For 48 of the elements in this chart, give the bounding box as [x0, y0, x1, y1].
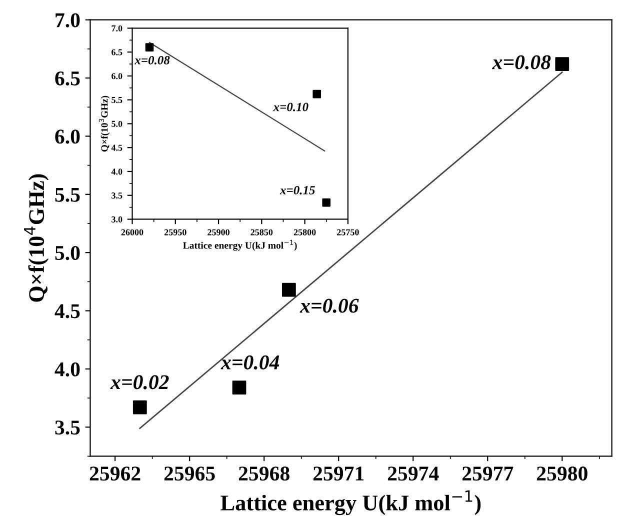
point: [322, 198, 331, 207]
point: [145, 43, 154, 52]
y-tick-label: 3.5: [55, 420, 80, 435]
y-tick-label: 3.5: [112, 192, 122, 199]
y-tick-label: 4.0: [54, 362, 80, 376]
x-tick-label: 25850: [250, 229, 273, 236]
annotation: x=0.04: [220, 355, 280, 370]
annotation: x=0.10: [273, 102, 308, 112]
x-tick-label: 25962: [90, 466, 140, 481]
point: [282, 282, 296, 297]
annotation: x=0.02: [110, 375, 169, 390]
x-tick-label: 25977: [462, 466, 514, 481]
point: [555, 57, 570, 71]
x-axis-title: Lattice energy U(kJ mol$^{−1}$): [183, 240, 297, 251]
y-tick-label: 6.0: [55, 130, 80, 144]
annotation: x=0.06: [300, 298, 359, 313]
y-axis-title: Q×f(10$^{4}$GHz): [24, 174, 49, 302]
y-tick-label: 6.5: [55, 71, 80, 86]
point: [232, 380, 246, 395]
x-tick-label: 25974: [388, 466, 439, 481]
x-tick-label: 25900: [208, 229, 230, 236]
point: [312, 90, 322, 98]
annotation: x=0.08: [134, 56, 170, 64]
y-tick-label: 5.0: [112, 120, 122, 127]
x-tick-label: 25971: [313, 466, 364, 481]
x-tick-label: 25800: [294, 229, 316, 236]
y-tick-label: 7.0: [112, 25, 122, 32]
y-tick-label: 4.5: [54, 304, 80, 318]
annotation: x=0.15: [280, 186, 315, 194]
x-tick-label: 25950: [164, 229, 186, 236]
y-tick-label: 4.0: [111, 168, 122, 175]
y-tick-label: 6.5: [112, 49, 122, 56]
y-tick-label: 6.0: [112, 73, 122, 80]
x-axis-title: Lattice energy U(kJ mol$^{−1}$): [220, 490, 481, 516]
x-tick-label: 26000: [121, 229, 144, 236]
x-tick-label: 25750: [337, 229, 359, 236]
point: [132, 400, 147, 414]
y-tick-label: 5.0: [55, 246, 80, 260]
annotation: x=0.08: [492, 55, 551, 70]
y-tick-label: 7.0: [56, 13, 80, 28]
y-tick-label: 3.0: [112, 216, 122, 222]
x-tick-label: 25980: [536, 466, 588, 481]
x-tick-label: 25965: [164, 466, 215, 481]
y-tick-label: 4.5: [111, 144, 122, 151]
x-tick-label: 25968: [238, 466, 290, 481]
y-axis-title: Q×f(10$^{3}$GHz): [98, 96, 110, 152]
y-tick-label: 5.5: [55, 188, 80, 202]
y-tick-label: 5.5: [112, 97, 122, 104]
